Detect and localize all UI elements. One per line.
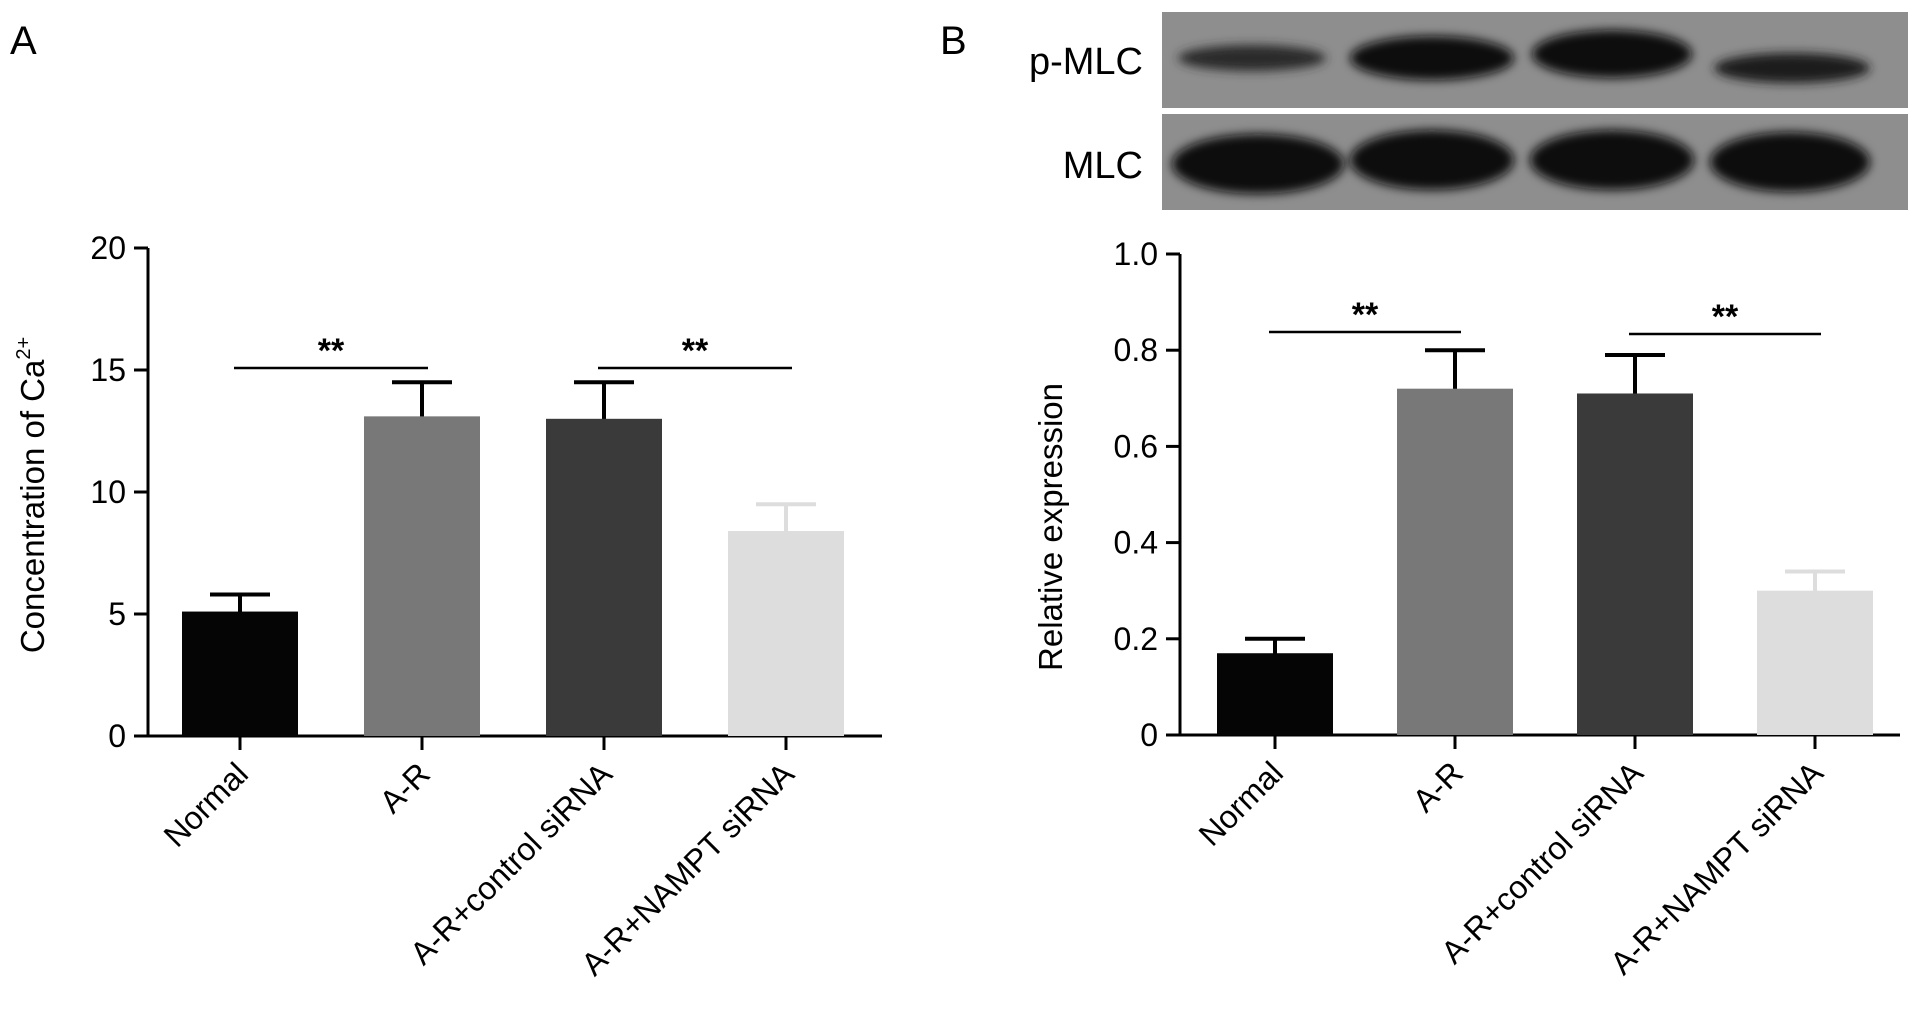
y-tick-label: 0.8 — [1114, 332, 1158, 368]
significance-marker: ** — [1712, 298, 1739, 336]
y-tick-label: 1.0 — [1114, 236, 1158, 272]
y-tick-label: 20 — [90, 230, 126, 266]
panel-letter-b: B — [940, 19, 967, 63]
x-category-label: A-R — [1406, 754, 1470, 818]
chart-b-relative-expression: 0 0.2 0.4 0.6 0.8 1.0 Normal A-RA-R+control siR… — [1032, 236, 1900, 981]
bar — [546, 418, 662, 736]
bar — [1757, 590, 1873, 735]
chart-a-y-axis-title: Concentration of Ca2+ — [13, 337, 51, 653]
blot-label-mlc: MLC — [1063, 145, 1143, 187]
x-category-label: A-R+control siRNA — [403, 755, 619, 971]
bar — [1217, 653, 1333, 735]
significance-marker: ** — [318, 332, 345, 370]
y-tick-label: 5 — [108, 596, 126, 632]
y-tick-label: 0.4 — [1114, 525, 1158, 561]
blot-band — [1350, 130, 1514, 190]
blot-label-p-mlc: p-MLC — [1029, 41, 1143, 83]
bar — [182, 611, 298, 736]
bar — [364, 416, 480, 736]
chart-b-y-axis-title: Relative expression — [1032, 383, 1069, 671]
chart-b-bars — [1217, 348, 1873, 735]
y-tick-label: 15 — [90, 352, 126, 388]
panel-letter-a: A — [10, 19, 37, 63]
y-tick-label: 0.6 — [1114, 428, 1158, 464]
x-category-label: Normal — [157, 755, 255, 853]
x-category-label: Normal — [1192, 754, 1290, 852]
blot-band — [1178, 45, 1326, 71]
y-tick-label: 0 — [1140, 717, 1158, 753]
x-category-label: A-R+control siRNA — [1434, 754, 1650, 970]
blot-band — [1350, 36, 1514, 80]
chart-a-bars — [182, 380, 844, 736]
bar — [1397, 388, 1513, 735]
blot-band — [1532, 30, 1692, 78]
x-category-label: A-R — [373, 755, 437, 819]
y-tick-label: 10 — [90, 474, 126, 510]
western-blot: p-MLC MLC — [1029, 12, 1908, 210]
blot-band — [1714, 53, 1870, 83]
significance-marker: ** — [1352, 296, 1379, 334]
bar — [1577, 393, 1693, 735]
significance-marker: ** — [682, 332, 709, 370]
blot-band — [1172, 134, 1344, 194]
blot-band — [1710, 132, 1870, 192]
y-tick-label: 0 — [108, 718, 126, 754]
blot-band — [1530, 130, 1694, 190]
y-tick-label: 0.2 — [1114, 621, 1158, 657]
bar — [728, 531, 844, 736]
